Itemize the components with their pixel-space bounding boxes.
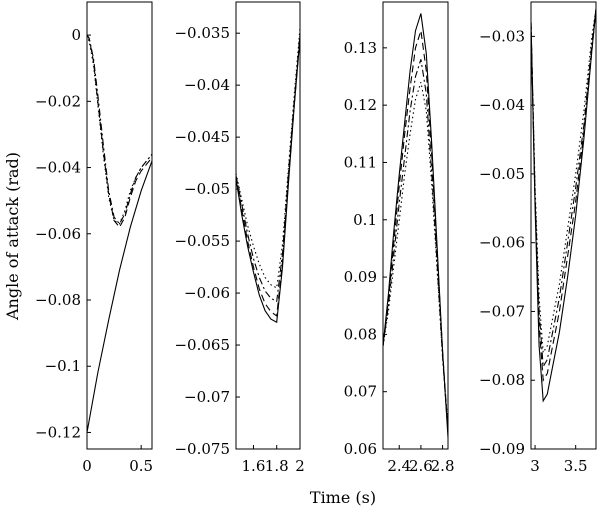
y-tick-label: 0.13: [344, 39, 377, 57]
series-line-dashed: [383, 30, 448, 432]
y-tick-label: 0.1: [353, 211, 377, 229]
panel-1: 0−0.02−0.04−0.06−0.08−0.1−0.120 0.5: [35, 1, 153, 475]
y-tick-label: 0.08: [344, 325, 377, 343]
y-tick-label: −0.03: [479, 27, 525, 45]
panel-3: 0.13 0.12 0.11 0.1 0.09 0.08 0.07 0.06 2.42.62.8: [344, 1, 455, 475]
panel-2: −0.035 −0.04 −0.045 −0.05 −0.055 −0.06 −0.065 −…: [174, 1, 305, 475]
y-tick-label: −0.045: [174, 128, 230, 146]
x-tick-label: 1.6: [242, 457, 266, 475]
chart-panels: 0−0.02−0.04−0.06−0.08−0.1−0.120 0.5−0.035…: [35, 1, 597, 475]
panel-2-series: [236, 27, 300, 324]
series-line-solid: [87, 160, 152, 433]
y-tick-label: −0.04: [479, 96, 525, 114]
x-axis-title: Time (s): [310, 488, 376, 507]
y-tick-label: −0.06: [479, 234, 525, 252]
y-tick-label: −0.035: [174, 24, 230, 42]
y-tick-label: 0.06: [344, 440, 377, 458]
y-tick-label: 0.11: [344, 153, 377, 171]
y-tick-label: 0: [71, 26, 81, 44]
x-tick-label: 2.6: [409, 457, 433, 475]
panel-frame: [382, 1, 449, 450]
y-tick-label: −0.04: [35, 159, 81, 177]
series-line-dotted: [87, 34, 152, 225]
y-tick-label: −0.065: [174, 336, 230, 354]
panel-frame: [86, 1, 153, 450]
series-line-dashed: [236, 35, 300, 317]
series-line-dashdot: [531, 8, 596, 369]
y-tick-label: 0.09: [344, 268, 377, 286]
panel-4: −0.03 −0.04 −0.05 −0.06 −0.07 −0.08 −0.09 3 3.5: [479, 1, 597, 475]
x-tick-label: 3.5: [564, 457, 588, 475]
panel-frame: [530, 1, 597, 450]
series-line-dashdot: [87, 34, 152, 225]
series-line-dotted: [236, 27, 300, 289]
y-tick-label: −0.05: [184, 180, 230, 198]
y-tick-label: −0.05: [479, 165, 525, 183]
y-tick-label: −0.07: [184, 388, 230, 406]
x-tick-label: 2: [295, 457, 305, 475]
series-line-dotted: [383, 82, 448, 427]
y-tick-label: −0.07: [479, 302, 525, 320]
y-tick-label: 0.12: [344, 96, 377, 114]
y-tick-label: −0.06: [184, 284, 230, 302]
series-line-solid: [383, 13, 448, 438]
y-tick-label: −0.08: [35, 291, 81, 309]
series-line-dashdot: [236, 33, 300, 303]
y-tick-label: −0.075: [174, 440, 230, 458]
panel-3-series: [383, 13, 448, 438]
x-tick-label: 1.8: [265, 457, 289, 475]
x-tick-label: 3: [530, 457, 540, 475]
series-line-dashed: [531, 8, 596, 382]
y-tick-label: 0.07: [344, 383, 377, 401]
y-tick-label: −0.12: [35, 423, 81, 441]
panel-frame: [235, 1, 301, 450]
y-tick-label: −0.06: [35, 225, 81, 243]
x-tick-label: 0: [82, 457, 92, 475]
y-tick-label: −0.1: [45, 357, 81, 375]
y-tick-label: −0.02: [35, 92, 81, 110]
y-axis-title: Angle of attack (rad): [3, 152, 22, 321]
y-tick-label: −0.08: [479, 371, 525, 389]
y-tick-label: −0.04: [184, 76, 230, 94]
series-line-dotted: [531, 8, 596, 355]
panel-1-series: [87, 34, 152, 433]
series-line-solid: [531, 8, 596, 403]
series-line-solid: [236, 38, 300, 324]
series-line-dashed: [87, 34, 152, 229]
y-tick-label: −0.055: [174, 232, 230, 250]
y-tick-label: −0.09: [479, 440, 525, 458]
x-tick-label: 0.5: [129, 457, 153, 475]
panel-4-series: [531, 8, 596, 403]
x-tick-label: 2.4: [387, 457, 411, 475]
x-tick-label: 2.8: [431, 457, 455, 475]
